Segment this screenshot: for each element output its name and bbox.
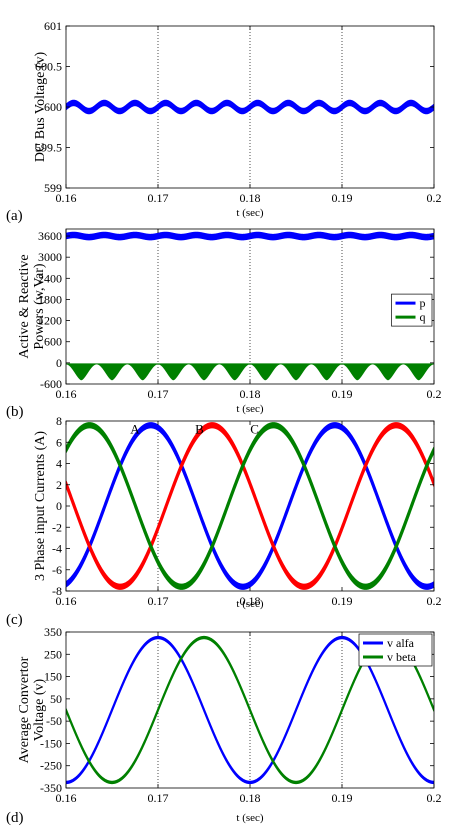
y-axis-label: Powers (w,Var) <box>32 263 47 350</box>
legend-box <box>358 633 433 667</box>
y-axis-label: DC Bus Voltage (v) <box>33 52 48 163</box>
y-tick-label: 50 <box>50 692 62 706</box>
series-blue-line <box>66 422 434 590</box>
legend-label: v beta <box>387 650 417 664</box>
chart-series-group-c <box>66 422 434 590</box>
x-tick-label: 0.16 <box>56 191 77 205</box>
x-axis-label: t (sec) <box>236 812 264 824</box>
y-tick-label: 599 <box>44 181 62 195</box>
y-tick-label: -150 <box>40 736 62 750</box>
x-tick-label: 0.19 <box>332 191 353 205</box>
x-axis-label: t (sec) <box>236 598 264 610</box>
y-tick-label: 2 <box>56 478 62 492</box>
x-tick-label: 0.17 <box>148 387 169 401</box>
y-tick-label: 600.5 <box>35 60 62 74</box>
x-tick-label: 0.19 <box>332 387 353 401</box>
y-tick-label: -350 <box>40 781 62 795</box>
x-tick-label: 0.17 <box>148 594 169 608</box>
y-tick-label: 1200 <box>38 314 62 328</box>
panel-label: (c) <box>6 612 23 628</box>
x-tick-label: 0.17 <box>148 791 169 805</box>
chart-series-group-b <box>66 231 434 381</box>
y-tick-label: 150 <box>44 670 62 684</box>
legend: pq <box>391 293 433 327</box>
y-tick-label: 3000 <box>38 250 62 264</box>
chart-panel-c: 0.16 0.17 0.18 0.19 0.2 8 6 4 2 0 -2 -4 -6 -8 t (sec) 3… <box>6 414 442 628</box>
x-tick-label: 0.16 <box>56 791 77 805</box>
x-tick-label: 0.16 <box>56 594 77 608</box>
x-tick-label: 0.2 <box>427 791 442 805</box>
x-tick-label: 0.18 <box>240 594 261 608</box>
x-tick-label: 0.19 <box>332 594 353 608</box>
x-tick-label: 0.2 <box>427 594 442 608</box>
x-tick-label: 0.16 <box>56 387 77 401</box>
x-tick-label: 0.2 <box>427 191 442 205</box>
y-tick-label: 599.5 <box>35 141 62 155</box>
annotation-label: B <box>195 422 204 437</box>
annotation-label: C <box>250 422 259 437</box>
y-tick-label: 4 <box>56 457 62 471</box>
x-axis-label: t (sec) <box>236 403 264 415</box>
x-tick-label: 0.19 <box>332 791 353 805</box>
x-tick-label: 0.18 <box>240 191 261 205</box>
y-tick-label: -8 <box>52 584 62 598</box>
y-tick-label: 350 <box>44 625 62 639</box>
x-tick-label: 0.17 <box>148 191 169 205</box>
y-tick-label: -600 <box>40 377 62 391</box>
chart-panel-a: 0.16 0.17 0.18 0.19 0.2 601 600.5 600 599.5 599 t … <box>6 19 442 224</box>
y-tick-label: 600 <box>44 335 62 349</box>
panel-label: (d) <box>6 810 24 826</box>
legend-box <box>391 293 433 327</box>
x-tick-label: 0.18 <box>240 791 261 805</box>
series-blue-line <box>66 231 434 241</box>
panel-label: (b) <box>6 404 24 420</box>
chart-panel-d: 0.16 0.17 0.18 0.19 0.2 350 250 150 50 -50 -150 -25… <box>6 625 442 826</box>
chart-series-group-d <box>66 635 434 785</box>
y-tick-label: 3600 <box>38 229 62 243</box>
y-tick-label: -50 <box>46 714 62 728</box>
series-green-area <box>66 363 434 381</box>
y-axis-label: Active & Reactive <box>17 254 32 358</box>
x-axis-label: t (sec) <box>236 207 264 219</box>
y-tick-label: -2 <box>52 520 62 534</box>
y-tick-label: 600 <box>44 100 62 114</box>
annotation-label: A <box>130 422 140 437</box>
series-blue-line <box>66 99 434 115</box>
panel-label: (a) <box>6 208 23 224</box>
chart-panel-b: 0.16 0.17 0.18 0.19 0.2 3600 3000 2400 1800 1200 6… <box>6 228 442 420</box>
y-axis-label: Average Convertor <box>17 656 32 763</box>
y-tick-label: 1800 <box>38 292 62 306</box>
legend-label: v alfa <box>387 636 415 650</box>
y-tick-label: -6 <box>52 563 62 577</box>
chart-series-group-a <box>66 99 434 115</box>
legend-label: p <box>420 296 426 310</box>
x-tick-label: 0.2 <box>427 387 442 401</box>
y-tick-label: 250 <box>44 647 62 661</box>
y-tick-label: 8 <box>56 414 62 428</box>
axes-frame <box>65 228 435 385</box>
y-tick-label: 0 <box>56 499 62 513</box>
series-red-line <box>66 422 434 590</box>
y-axis-label: 3 Phase input Currents (A) <box>33 431 48 581</box>
y-tick-label: -4 <box>52 542 62 556</box>
y-tick-label: 0 <box>56 356 62 370</box>
legend-label: q <box>420 310 426 324</box>
series-green-line <box>66 635 434 785</box>
y-tick-label: -250 <box>40 759 62 773</box>
series-blue-line <box>66 635 434 785</box>
y-tick-label: 601 <box>44 19 62 33</box>
y-tick-label: 6 <box>56 435 62 449</box>
series-green-line <box>66 422 434 590</box>
y-tick-label: 2400 <box>38 271 62 285</box>
x-tick-label: 0.18 <box>240 387 261 401</box>
y-axis-label: Voltage (v) <box>32 678 47 741</box>
